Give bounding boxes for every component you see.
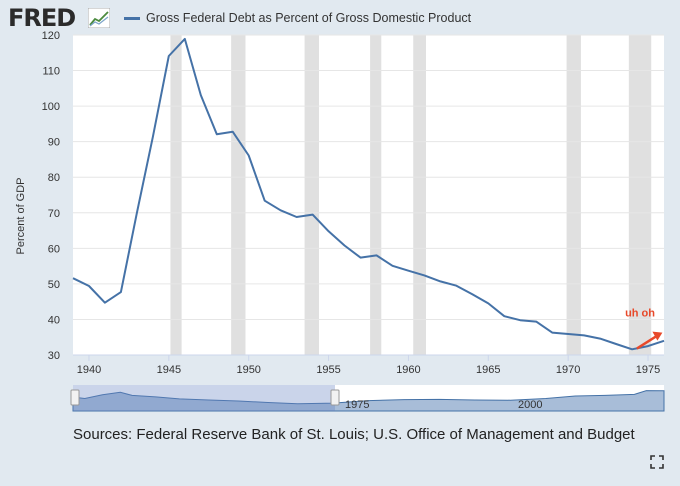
y-tick-label: 60 (48, 243, 60, 255)
y-tick-label: 110 (42, 66, 60, 78)
y-tick-label: 100 (42, 101, 60, 113)
x-tick-label: 1945 (157, 364, 181, 376)
y-axis-label: Percent of GDP (15, 177, 27, 254)
x-tick-label: 1970 (556, 364, 580, 376)
navigator-handle-right[interactable] (330, 389, 340, 406)
y-tick-label: 50 (48, 279, 60, 291)
chart-svg: 30 40 50 60 70 80 90 100 110 120 1940 1945 1950 1955 1… (15, 30, 665, 412)
navigator-handle-left[interactable] (70, 389, 80, 406)
navigator-label: 1975 (345, 399, 369, 411)
recession-band-1 (231, 35, 246, 355)
x-tick-label: 1965 (476, 364, 500, 376)
recession-band-0 (170, 35, 182, 355)
recession-band-6 (628, 35, 652, 355)
sources-text: Sources: Federal Reserve Bank of St. Lou… (73, 426, 635, 443)
chart-area: 30 40 50 60 70 80 90 100 110 120 1940 1945 1950 1955 1… (0, 30, 680, 420)
y-tick-label: 120 (42, 30, 60, 42)
navigator-overview (72, 390, 665, 412)
x-tick-label: 1940 (77, 364, 101, 376)
x-tick-label: 1975 (636, 364, 660, 376)
y-tick-label: 40 (48, 314, 60, 326)
y-tick-label: 70 (48, 208, 60, 220)
recession-band-2 (304, 35, 319, 355)
annotation-text: uh oh (625, 307, 655, 319)
y-tick-label: 30 (48, 350, 60, 362)
fullscreen-icon[interactable] (650, 455, 664, 469)
recession-band-4 (413, 35, 427, 355)
annotation-arrow-head (652, 331, 663, 341)
y-tick-label: 80 (48, 172, 60, 184)
plot-area: 30 40 50 60 70 80 90 100 110 120 1940 1945 1950 1955 1… (42, 30, 665, 376)
legend-swatch (124, 17, 140, 20)
recession-band-3 (370, 35, 382, 355)
recession-band-5 (566, 35, 581, 355)
series-line-0 (72, 37, 665, 351)
y-tick-label: 90 (48, 137, 60, 149)
x-tick-label: 1950 (236, 364, 260, 376)
navigator-selection (73, 385, 335, 411)
chart-header: FRED Gross Federal Debt as Percent of Gr… (8, 4, 672, 32)
navigator-label: 2000 (518, 399, 542, 411)
range-navigator[interactable]: 1975 2000 (70, 385, 665, 412)
chart-graph-icon (88, 8, 110, 28)
x-tick-label: 1955 (316, 364, 340, 376)
annotation-arrow-shaft (636, 334, 659, 350)
legend-label[interactable]: Gross Federal Debt as Percent of Gross D… (146, 11, 472, 25)
x-tick-label: 1960 (396, 364, 420, 376)
fred-logo[interactable]: FRED (8, 4, 76, 32)
